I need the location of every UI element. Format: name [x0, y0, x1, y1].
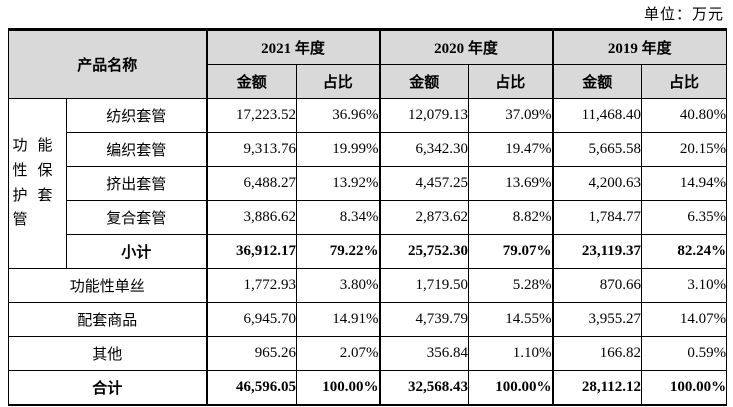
amount-cell: 4,457.25 — [378, 166, 470, 201]
header-ratio-2019: 占比 — [641, 64, 728, 99]
header-year-2020: 2020 年度 — [378, 29, 554, 65]
product-revenue-table: 产品名称 2021 年度 2020 年度 2019 年度 金额 占比 金额 占比… — [7, 28, 728, 407]
ratio-cell: 2.07% — [296, 336, 381, 371]
ratio-cell: 20.15% — [641, 132, 728, 167]
amount-cell: 4,739.79 — [378, 302, 470, 337]
amount-cell: 356.84 — [378, 336, 470, 371]
product-label-cell: 其他 — [7, 336, 208, 371]
product-label-cell: 挤出套管 — [65, 166, 208, 201]
amount-cell: 12,079.13 — [378, 98, 470, 133]
header-product-name: 产品名称 — [7, 29, 208, 99]
header-amount-2019: 金额 — [551, 64, 643, 99]
amount-cell: 46,596.05 — [205, 370, 298, 407]
amount-cell: 5,665.58 — [551, 132, 643, 167]
amount-cell: 1,784.77 — [551, 200, 643, 235]
ratio-cell: 40.80% — [641, 98, 728, 133]
ratio-cell: 6.35% — [641, 200, 728, 235]
ratio-cell: 0.59% — [641, 336, 728, 371]
amount-cell: 1,772.93 — [205, 268, 298, 303]
amount-cell: 11,468.40 — [551, 98, 643, 133]
ratio-cell: 13.92% — [296, 166, 381, 201]
ratio-cell: 3.10% — [641, 268, 728, 303]
subtotal-label-cell: 小计 — [65, 234, 208, 269]
table-row: 功能性保护套管 纺织套管 17,223.52 36.96% 12,079.13 … — [8, 98, 728, 269]
ratio-cell: 1.10% — [468, 336, 554, 371]
table-row: 功能性单丝 1,772.93 3.80% 1,719.50 5.28% 870.… — [7, 268, 728, 303]
amount-cell: 32,568.43 — [378, 370, 470, 407]
amount-cell: 166.82 — [551, 336, 643, 371]
ratio-cell: 19.47% — [468, 132, 554, 167]
table-header-row-metrics: 金额 占比 金额 占比 金额 占比 — [9, 64, 728, 99]
ratio-cell: 14.91% — [296, 302, 381, 337]
product-label-cell: 编织套管 — [65, 132, 208, 167]
header-amount-2021: 金额 — [205, 64, 298, 99]
ratio-cell: 8.82% — [468, 200, 554, 235]
header-year-2021: 2021 年度 — [205, 29, 381, 65]
table-row: 其他 965.26 2.07% 356.84 1.10% 166.82 0.59… — [7, 336, 728, 371]
amount-cell: 36,912.17 — [205, 234, 298, 269]
subtotal-row: 小计 36,912.17 79.22% 25,752.30 79.07% 23,… — [9, 234, 728, 269]
ratio-cell: 3.80% — [296, 268, 381, 303]
amount-cell: 870.66 — [551, 268, 643, 303]
amount-cell: 965.26 — [205, 336, 298, 371]
amount-cell: 28,112.12 — [551, 370, 643, 407]
ratio-cell: 37.09% — [468, 98, 554, 133]
table-header-row-years: 产品名称 2021 年度 2020 年度 2019 年度 — [7, 29, 728, 99]
product-label-cell: 纺织套管 — [65, 98, 208, 133]
amount-cell: 17,223.52 — [205, 98, 298, 133]
amount-cell: 6,488.27 — [205, 166, 298, 201]
ratio-cell: 82.24% — [641, 234, 728, 269]
header-year-2019: 2019 年度 — [551, 29, 728, 65]
header-amount-2020: 金额 — [378, 64, 470, 99]
ratio-cell: 36.96% — [296, 98, 381, 133]
ratio-cell: 14.94% — [641, 166, 728, 201]
amount-cell: 3,886.62 — [205, 200, 298, 235]
ratio-cell: 79.07% — [468, 234, 554, 269]
amount-cell: 4,200.63 — [551, 166, 643, 201]
table-row: 编织套管 9,313.76 19.99% 6,342.30 19.47% 5,6… — [9, 132, 728, 167]
product-label-cell: 功能性单丝 — [7, 268, 208, 303]
ratio-cell: 13.69% — [468, 166, 554, 201]
amount-cell: 1,719.50 — [378, 268, 470, 303]
table-row: 配套商品 6,945.70 14.91% 4,739.79 14.55% 3,9… — [7, 302, 728, 337]
header-ratio-2020: 占比 — [468, 64, 554, 99]
ratio-cell: 14.07% — [641, 302, 728, 337]
ratio-cell: 100.00% — [468, 370, 554, 407]
table-row: 挤出套管 6,488.27 13.92% 4,457.25 13.69% 4,2… — [9, 166, 728, 201]
unit-label: 单位：万元 — [643, 7, 724, 23]
amount-cell: 3,955.27 — [551, 302, 643, 337]
ratio-cell: 8.34% — [296, 200, 381, 235]
group-label-cell: 功能性保护套管 — [8, 98, 67, 269]
ratio-cell: 100.00% — [296, 370, 381, 407]
header-ratio-2021: 占比 — [296, 64, 381, 99]
ratio-cell: 5.28% — [468, 268, 554, 303]
table-row: 复合套管 3,886.62 8.34% 2,873.62 8.82% 1,784… — [9, 200, 728, 235]
ratio-cell: 79.22% — [296, 234, 381, 269]
amount-cell: 23,119.37 — [551, 234, 643, 269]
product-label-cell: 复合套管 — [65, 200, 208, 235]
ratio-cell: 100.00% — [641, 370, 728, 407]
amount-cell: 6,342.30 — [378, 132, 470, 167]
group-label: 功能性保护套管 — [12, 138, 63, 229]
total-label-cell: 合计 — [7, 370, 208, 407]
amount-cell: 25,752.30 — [378, 234, 470, 269]
product-label-cell: 配套商品 — [7, 302, 208, 337]
ratio-cell: 19.99% — [296, 132, 381, 167]
ratio-cell: 14.55% — [468, 302, 554, 337]
total-row: 合计 46,596.05 100.00% 32,568.43 100.00% 2… — [7, 370, 728, 407]
amount-cell: 6,945.70 — [205, 302, 298, 337]
amount-cell: 2,873.62 — [378, 200, 470, 235]
amount-cell: 9,313.76 — [205, 132, 298, 167]
